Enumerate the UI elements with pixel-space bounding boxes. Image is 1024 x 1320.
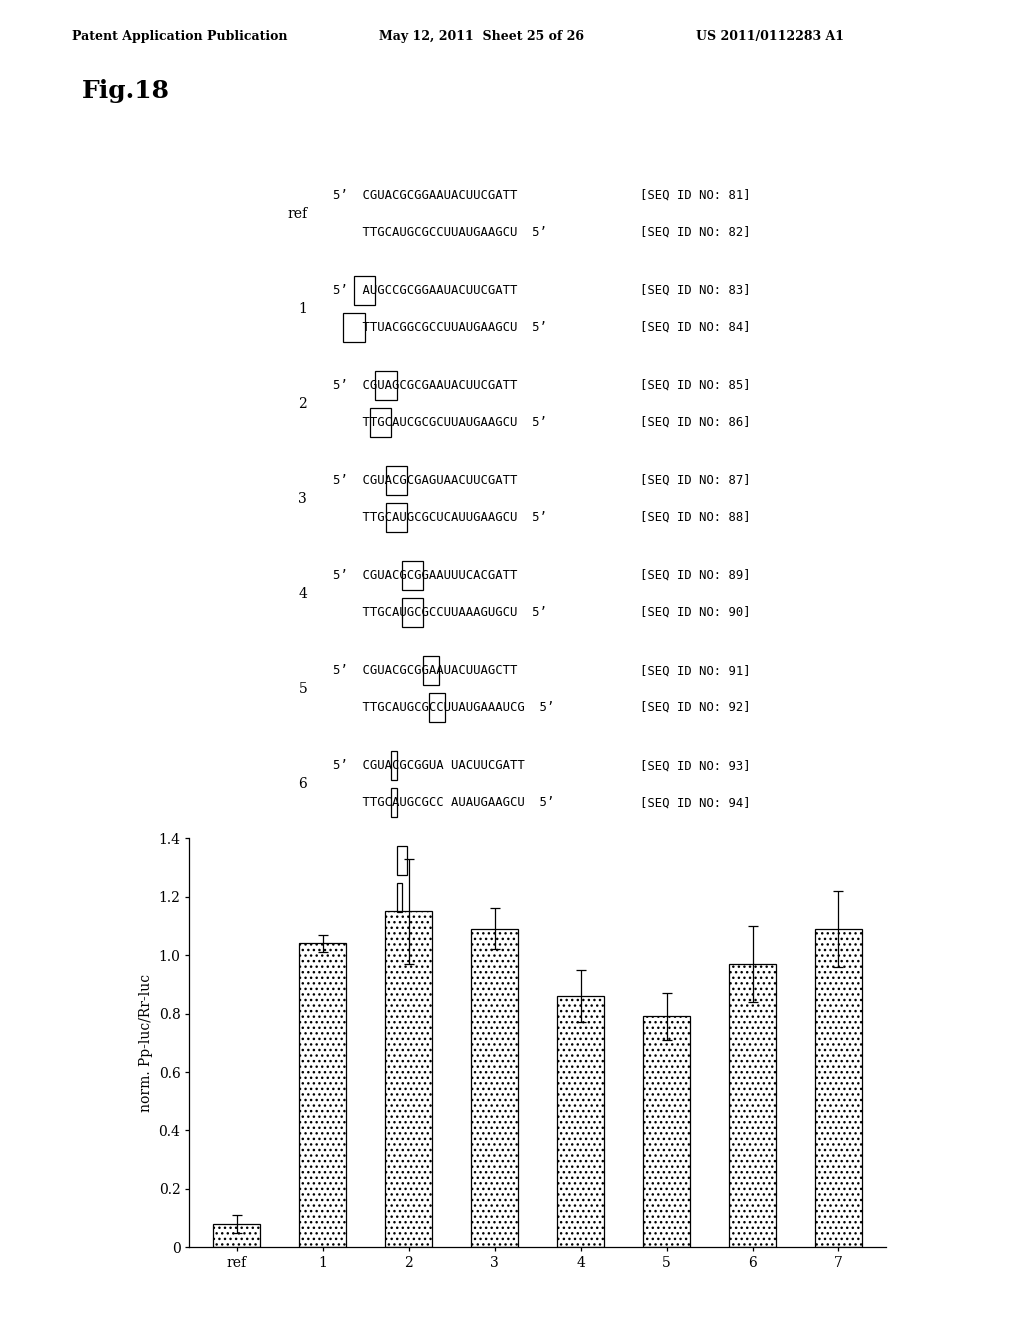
Text: 7: 7 bbox=[298, 873, 307, 886]
Text: TTGCAUGCGCCUUAAAGUGCU  5’: TTGCAUGCGCCUUAAAGUGCU 5’ bbox=[333, 606, 547, 619]
Text: Fig.18: Fig.18 bbox=[82, 79, 170, 103]
Text: TTGCAUGCGCCUAAUGAAGCU  5’: TTGCAUGCGCCUAAUGAAGCU 5’ bbox=[333, 891, 547, 904]
Text: [SEQ ID NO: 94]: [SEQ ID NO: 94] bbox=[640, 796, 751, 809]
Text: 5’  CGUAGCGCGAAUACUUCGATT: 5’ CGUAGCGCGAAUACUUCGATT bbox=[333, 379, 517, 392]
Text: 5’  CGUACGCGGUA UACUUCGATT: 5’ CGUACGCGGUA UACUUCGATT bbox=[333, 759, 524, 772]
Text: 5’  AUGCCGCGGAAUACUUCGATT: 5’ AUGCCGCGGAAUACUUCGATT bbox=[333, 284, 517, 297]
Text: May 12, 2011  Sheet 25 of 26: May 12, 2011 Sheet 25 of 26 bbox=[379, 30, 584, 44]
Bar bbox=[385, 911, 432, 1247]
Text: [SEQ ID NO: 91]: [SEQ ID NO: 91] bbox=[640, 664, 751, 677]
Text: [SEQ ID NO: 84]: [SEQ ID NO: 84] bbox=[640, 321, 751, 334]
Text: [SEQ ID NO: 93]: [SEQ ID NO: 93] bbox=[640, 759, 751, 772]
Bar bbox=[643, 1016, 690, 1247]
Text: [SEQ ID NO: 86]: [SEQ ID NO: 86] bbox=[640, 416, 751, 429]
Text: 1: 1 bbox=[298, 302, 307, 315]
Text: [SEQ ID NO: 88]: [SEQ ID NO: 88] bbox=[640, 511, 751, 524]
Text: [SEQ ID NO: 89]: [SEQ ID NO: 89] bbox=[640, 569, 751, 582]
Text: 5’  CGUACGCGGAAUACUUAGCTT: 5’ CGUACGCGGAAUACUUAGCTT bbox=[333, 664, 517, 677]
Bar bbox=[729, 964, 776, 1247]
Text: [SEQ ID NO: 87]: [SEQ ID NO: 87] bbox=[640, 474, 751, 487]
Text: [SEQ ID NO: 85]: [SEQ ID NO: 85] bbox=[640, 379, 751, 392]
Text: ref: ref bbox=[287, 207, 307, 220]
Text: 4: 4 bbox=[298, 587, 307, 601]
Y-axis label: norm. Pp-luc/Rr-luc: norm. Pp-luc/Rr-luc bbox=[139, 974, 153, 1111]
Text: TTGCAUGCGCC AUAUGAAGCU  5’: TTGCAUGCGCC AUAUGAAGCU 5’ bbox=[333, 796, 554, 809]
Text: [SEQ ID NO: 83]: [SEQ ID NO: 83] bbox=[640, 284, 751, 297]
Text: US 2011/0112283 A1: US 2011/0112283 A1 bbox=[696, 30, 845, 44]
Text: Patent Application Publication: Patent Application Publication bbox=[72, 30, 287, 44]
Text: 5’  CGUACGCGGAAUUUCACGATT: 5’ CGUACGCGGAAUUUCACGATT bbox=[333, 569, 517, 582]
Text: 2: 2 bbox=[298, 397, 307, 411]
Bar bbox=[299, 944, 346, 1247]
Text: 5’  CGUACGCGGAUUACUUCGATT: 5’ CGUACGCGGAUUACUUCGATT bbox=[333, 854, 517, 867]
Text: TTGCAUGCGCUCAUUGAAGCU  5’: TTGCAUGCGCUCAUUGAAGCU 5’ bbox=[333, 511, 547, 524]
Text: TTGCAUGCGCCUUAUGAAAUCG  5’: TTGCAUGCGCCUUAUGAAAUCG 5’ bbox=[333, 701, 554, 714]
Text: TTGCAUGCGCCUUAUGAAGCU  5’: TTGCAUGCGCCUUAUGAAGCU 5’ bbox=[333, 226, 547, 239]
Text: 5’  CGUACGCGGAAUACUUCGATT: 5’ CGUACGCGGAAUACUUCGATT bbox=[333, 189, 517, 202]
Text: TTUACGGCGCCUUAUGAAGCU  5’: TTUACGGCGCCUUAUGAAGCU 5’ bbox=[333, 321, 547, 334]
Bar bbox=[557, 997, 604, 1247]
Text: 5: 5 bbox=[298, 682, 307, 696]
Text: [SEQ ID NO: 82]: [SEQ ID NO: 82] bbox=[640, 226, 751, 239]
Text: [SEQ ID NO: 95]: [SEQ ID NO: 95] bbox=[640, 854, 751, 867]
Text: 6: 6 bbox=[298, 777, 307, 791]
Bar bbox=[213, 1224, 260, 1247]
Text: 5’  CGUACGCGAGUAACUUCGATT: 5’ CGUACGCGAGUAACUUCGATT bbox=[333, 474, 517, 487]
Text: [SEQ ID NO: 96]: [SEQ ID NO: 96] bbox=[640, 891, 751, 904]
Text: TTGCAUCGCGCUUAUGAAGCU  5’: TTGCAUCGCGCUUAUGAAGCU 5’ bbox=[333, 416, 547, 429]
Text: [SEQ ID NO: 92]: [SEQ ID NO: 92] bbox=[640, 701, 751, 714]
Text: [SEQ ID NO: 81]: [SEQ ID NO: 81] bbox=[640, 189, 751, 202]
Bar bbox=[471, 929, 518, 1247]
Text: [SEQ ID NO: 90]: [SEQ ID NO: 90] bbox=[640, 606, 751, 619]
Text: 3: 3 bbox=[298, 492, 307, 506]
Bar bbox=[815, 929, 862, 1247]
